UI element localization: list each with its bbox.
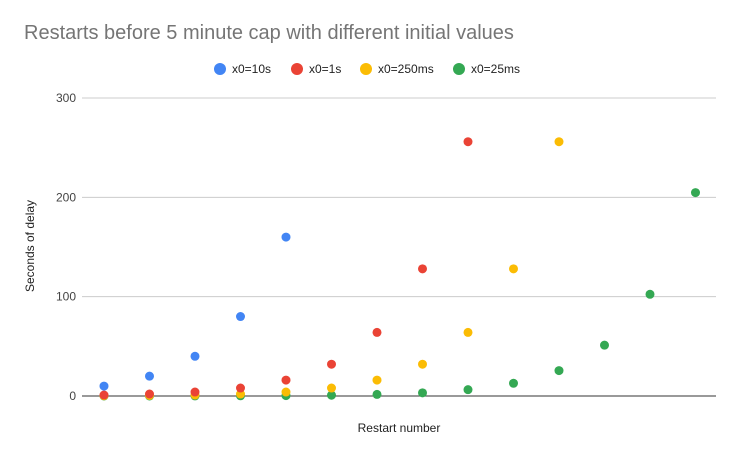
legend-item: x0=10s bbox=[214, 62, 271, 76]
gridlines bbox=[82, 97, 716, 397]
series-x0=10s bbox=[99, 232, 291, 391]
data-point bbox=[372, 375, 382, 385]
legend-item: x0=25ms bbox=[453, 62, 520, 76]
data-point bbox=[190, 351, 200, 361]
data-point bbox=[145, 389, 154, 399]
data-point bbox=[645, 289, 655, 299]
data-point bbox=[236, 383, 245, 393]
data-point bbox=[554, 366, 564, 376]
data-point bbox=[327, 359, 336, 369]
data-point bbox=[463, 137, 473, 147]
legend-marker bbox=[360, 63, 372, 75]
legend-item: x0=1s bbox=[291, 62, 341, 76]
data-point bbox=[99, 390, 109, 400]
legend-marker bbox=[453, 63, 465, 75]
series-x0=25ms bbox=[99, 188, 700, 401]
x-axis-title: Restart number bbox=[358, 421, 441, 435]
data-point bbox=[372, 389, 382, 399]
legend-label: x0=10s bbox=[232, 62, 271, 76]
legend-label: x0=25ms bbox=[471, 62, 520, 76]
y-tick-label: 0 bbox=[69, 389, 76, 403]
data-point bbox=[281, 387, 291, 397]
legend-marker bbox=[214, 63, 226, 75]
legend-item: x0=250ms bbox=[360, 62, 434, 76]
data-point bbox=[281, 232, 291, 242]
data-point bbox=[691, 188, 700, 198]
data-point bbox=[418, 359, 427, 369]
data-point bbox=[372, 327, 382, 337]
data-point bbox=[327, 383, 336, 393]
data-point bbox=[190, 387, 200, 397]
y-tick-label: 200 bbox=[56, 190, 76, 204]
y-tick-label: 300 bbox=[56, 91, 76, 105]
data-point bbox=[509, 264, 518, 274]
data-point bbox=[281, 375, 291, 385]
legend-label: x0=250ms bbox=[378, 62, 434, 76]
legend: x0=10s x0=1s x0=250ms x0=25ms bbox=[214, 62, 520, 76]
chart-title: Restarts before 5 minute cap with differ… bbox=[24, 22, 514, 44]
data-points bbox=[99, 137, 700, 401]
series-x0=1s bbox=[99, 137, 473, 400]
data-point bbox=[600, 340, 609, 350]
data-point bbox=[236, 312, 245, 322]
data-point bbox=[145, 371, 154, 381]
y-axis-title: Seconds of delay bbox=[23, 200, 37, 292]
data-point bbox=[418, 264, 427, 274]
data-point bbox=[554, 137, 564, 147]
y-axis-ticks: 0 100 200 300 bbox=[56, 91, 76, 403]
data-point bbox=[463, 327, 473, 337]
y-tick-label: 100 bbox=[56, 290, 76, 304]
data-point bbox=[509, 378, 518, 388]
legend-label: x0=1s bbox=[309, 62, 341, 76]
data-point bbox=[327, 390, 336, 400]
data-point bbox=[463, 385, 473, 395]
data-point bbox=[99, 381, 109, 391]
data-point bbox=[418, 388, 427, 398]
legend-marker bbox=[291, 63, 303, 75]
